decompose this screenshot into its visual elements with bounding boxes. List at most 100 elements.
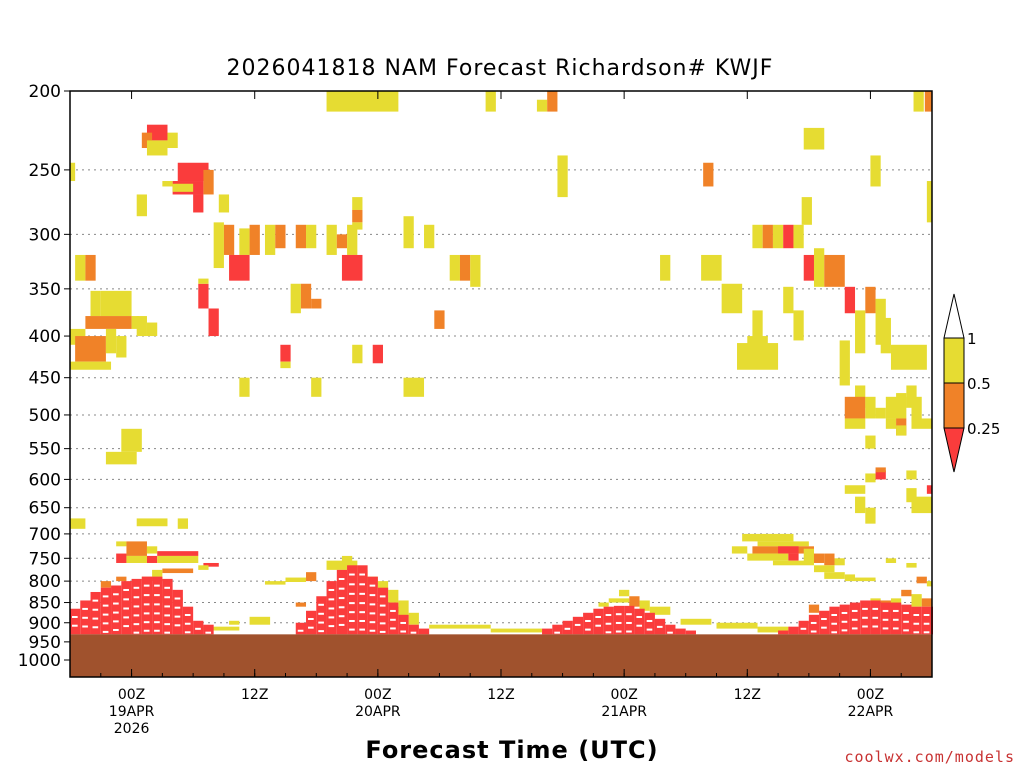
data-cell-23 [926,181,932,223]
data-cell-123 [136,518,168,527]
night-4-streak [810,630,817,633]
night-2-streak [349,619,355,622]
y-tick-label-600: 600 [29,470,61,490]
night-2-streak [359,619,365,622]
y-tick-label-650: 650 [29,499,61,519]
night-1-streak [133,623,140,626]
night-4-streak [913,622,920,625]
data-cell-102 [885,396,907,419]
night-1-streak [143,612,150,615]
legend-label-2: 0.25 [967,420,1000,438]
data-cell-193 [901,589,912,597]
night-4-streak [831,631,838,634]
night-2-col-7 [367,576,378,635]
data-cell-84 [890,344,927,370]
legend-label-0: 1 [967,330,977,348]
x-tick-label-78-1: 22APR [848,704,894,720]
data-cell-52 [470,254,481,287]
night-3-col-7 [613,605,625,635]
data-cell-178 [429,624,491,629]
night-4-streak [882,609,889,612]
night-1-streak [82,607,88,610]
data-cell-111 [105,451,137,465]
x-tick-label-30-0: 00Z [364,687,391,703]
night-1-col-10 [172,589,183,635]
night-1-streak [133,596,140,599]
boundary-layer-cells [70,565,935,635]
night-1-streak [184,614,191,617]
data-cell-181 [608,598,630,603]
night-4-streak [862,625,868,628]
data-cell-145 [146,546,158,554]
night-4-streak [841,611,848,614]
data-cell-176 [229,620,240,625]
night-1-streak [174,606,181,609]
data-cell-51 [459,254,471,281]
night-4-col-6 [839,604,850,635]
colorbar-legend: 1 0.5 0.25 [943,293,1000,473]
night-1-streak [133,614,140,617]
night-3-streak [605,622,612,625]
data-cell-119 [911,496,932,514]
night-4-streak [821,618,827,621]
night-4-streak [913,631,920,634]
data-cell-107 [911,418,932,429]
data-cell-109 [896,425,907,436]
credit-text: coolwx.com/models [844,748,1015,766]
data-cell-138 [824,572,845,579]
data-cell-59 [198,278,209,284]
data-cell-58 [198,283,209,309]
data-cell-160 [116,576,127,582]
night-3-streak [554,631,560,634]
data-cell-117 [844,485,866,494]
data-cell-4 [913,91,924,112]
night-2-streak [318,630,324,633]
night-2-streak [349,573,355,576]
night-3-col-6 [603,606,614,635]
night-3-col-8 [624,605,635,635]
night-1-streak [133,605,140,608]
night-3-col-14 [685,630,696,635]
data-cell-161 [100,581,112,588]
data-cell-149 [146,555,158,563]
data-cell-29 [223,224,235,255]
legend-label-1: 0.5 [967,375,991,393]
data-cell-54 [701,254,722,281]
data-cell-154 [162,568,194,574]
night-2-streak [349,611,355,614]
data-cell-180 [598,602,609,607]
night-4-streak [934,622,935,625]
data-cell-134 [824,553,835,566]
data-cell-104 [844,418,866,429]
data-cell-24 [352,197,363,210]
night-1-streak [164,614,171,617]
data-cell-62 [311,298,322,309]
night-1-streak [184,631,191,634]
night-2-streak [338,606,345,609]
night-4-streak [872,616,879,619]
data-cell-78 [208,308,219,337]
data-cell-81 [793,310,804,341]
night-3-col-5 [593,608,604,635]
night-2-col-11 [408,624,419,635]
data-cell-155 [152,569,163,577]
data-cell-141 [885,558,897,563]
night-1-streak [143,594,150,597]
night-1-streak [164,596,171,599]
data-cell-95 [403,377,425,397]
night-2-col-1 [306,610,317,635]
night-1-streak [123,588,129,591]
night-1-streak [184,622,191,625]
night-1-streak [164,605,171,608]
data-cell-36 [326,224,337,255]
data-cell-189 [808,604,820,613]
night-3-col-12 [665,624,676,635]
data-cell-110 [121,428,142,452]
night-1-streak [102,595,109,598]
legend-bin-red [943,427,965,473]
data-cell-179 [490,628,543,633]
night-4-streak [934,631,935,634]
night-4-col-13 [911,606,922,635]
night-2-streak [349,628,355,631]
night-4-streak [821,626,827,629]
